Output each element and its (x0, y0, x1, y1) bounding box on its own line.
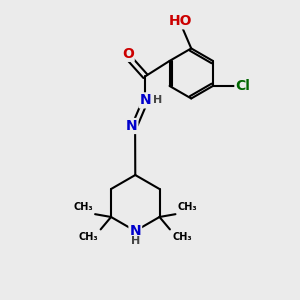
Text: CH₃: CH₃ (73, 202, 93, 212)
Text: CH₃: CH₃ (172, 232, 192, 242)
Text: N: N (130, 224, 141, 238)
Text: CH₃: CH₃ (79, 232, 98, 242)
Text: N: N (126, 119, 137, 133)
Text: H: H (131, 236, 140, 246)
Text: CH₃: CH₃ (178, 202, 197, 212)
Text: O: O (122, 47, 134, 61)
Text: H: H (153, 95, 162, 105)
Text: HO: HO (169, 14, 193, 28)
Text: Cl: Cl (236, 79, 250, 93)
Text: N: N (140, 93, 151, 107)
